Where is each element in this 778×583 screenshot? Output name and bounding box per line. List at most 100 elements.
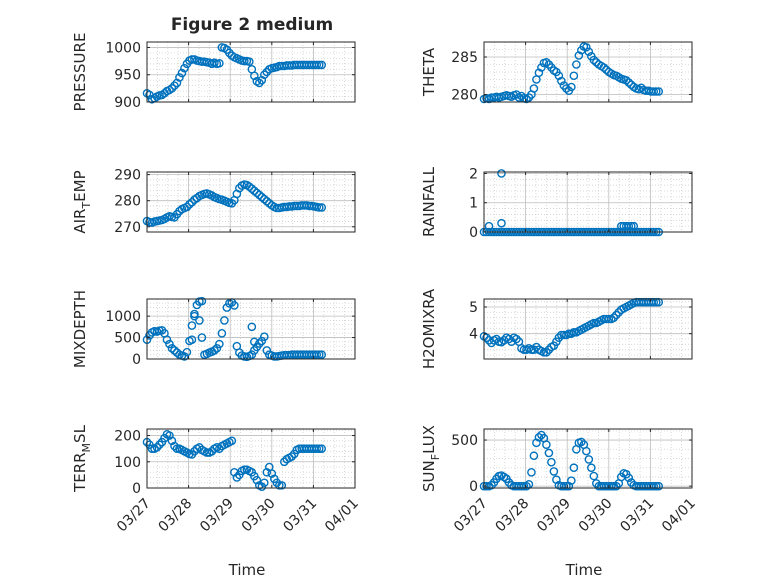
- y-axis-label: MIXDEPTH: [71, 290, 89, 368]
- subplot-theta: 280 285 THETA: [420, 41, 693, 104]
- data-point: [651, 87, 661, 96]
- data-point: [314, 350, 324, 360]
- data-point: [195, 316, 204, 325]
- data-point: [651, 481, 661, 491]
- x-tick-label: 03/28: [156, 496, 196, 536]
- data-point: [572, 60, 581, 69]
- axes-background: [484, 429, 692, 488]
- data-point: [180, 63, 189, 73]
- y-axis-label: THETA: [420, 47, 438, 97]
- data-point: [542, 348, 551, 357]
- data-points: [479, 297, 664, 357]
- data-point: [317, 444, 327, 453]
- data-point: [497, 337, 506, 347]
- data-point: [607, 481, 616, 491]
- data-point: [317, 60, 327, 70]
- y-tick-label: 0: [132, 352, 141, 368]
- data-point: [187, 321, 197, 330]
- data-point: [654, 87, 664, 96]
- x-tick-label: 03/27: [114, 496, 154, 536]
- data-point: [317, 350, 327, 360]
- data-point: [497, 169, 506, 178]
- data-point: [537, 63, 546, 72]
- y-tick-label: 280: [114, 194, 141, 210]
- data-point: [252, 188, 262, 198]
- x-tick-label: 03/31: [280, 496, 320, 536]
- data-points: [479, 42, 664, 104]
- y-tick-label: 280: [451, 88, 478, 104]
- data-point: [202, 448, 212, 457]
- y-axis-label: AIRTEMP: [71, 170, 93, 233]
- data-point: [287, 452, 297, 461]
- data-point: [314, 444, 324, 453]
- data-point: [152, 443, 162, 452]
- data-point: [549, 467, 559, 476]
- data-point: [542, 440, 551, 449]
- y-tick-label: 900: [114, 95, 141, 111]
- data-point: [624, 473, 634, 483]
- data-point: [250, 337, 259, 347]
- y-tick-label: 285: [451, 50, 478, 66]
- y-tick-label: 0: [132, 481, 141, 497]
- data-point: [185, 200, 194, 209]
- data-point: [569, 71, 579, 81]
- y-tick-label: 500: [114, 331, 141, 347]
- x-tick-label: 03/29: [534, 496, 574, 536]
- data-point: [247, 184, 257, 193]
- data-point: [257, 192, 267, 202]
- axes-box: [483, 428, 693, 489]
- x-tick-label: 04/01: [322, 496, 362, 536]
- data-point: [217, 328, 227, 338]
- data-point: [582, 446, 591, 456]
- data-points: [142, 429, 327, 491]
- x-tick-label: 03/28: [493, 496, 533, 536]
- data-point: [539, 348, 549, 357]
- data-point: [255, 190, 264, 200]
- axes-box: [483, 41, 693, 103]
- x-tick-label: 03/30: [576, 496, 616, 536]
- y-tick-label: 100: [114, 455, 141, 471]
- data-point: [574, 51, 584, 60]
- data-point: [542, 57, 551, 67]
- data-point: [225, 48, 234, 58]
- data-point: [190, 311, 199, 321]
- data-point: [260, 332, 269, 342]
- data-point: [170, 441, 179, 451]
- data-point: [621, 75, 631, 85]
- data-point: [197, 296, 207, 306]
- data-point: [599, 63, 609, 72]
- y-tick-label: 1: [469, 196, 478, 212]
- data-point: [165, 339, 174, 349]
- data-point: [260, 194, 269, 204]
- data-point: [277, 481, 287, 490]
- data-point: [177, 68, 187, 78]
- data-points: [142, 296, 327, 362]
- axes-box: [146, 298, 356, 360]
- axes-box: [146, 41, 356, 103]
- subplot-terr-msl: 0 100 200 TERRMSL 03/27 03/28 03/29 03/30 03/31 0…: [71, 424, 362, 579]
- data-point: [250, 186, 259, 196]
- subplot-rainfall: 0 1 2 RAINFALL: [420, 166, 693, 241]
- y-tick-label: 290: [114, 168, 141, 184]
- data-point: [245, 57, 254, 66]
- y-axis-label: RAINFALL: [420, 166, 438, 237]
- data-point: [567, 476, 576, 485]
- data-point: [587, 463, 596, 473]
- data-point: [562, 84, 571, 93]
- subplot-sun-flux: 0 500 SUNFLUX 03/27 03/28 03/29 03/30 03/31 04/0…: [420, 425, 699, 579]
- y-axis-label: PRESSURE: [71, 33, 89, 112]
- x-axis-label: Time: [565, 561, 603, 579]
- subplot-h2omixra: 4 5 H2OMIXRA: [420, 288, 693, 369]
- data-point: [589, 471, 599, 481]
- data-point: [562, 481, 571, 491]
- y-tick-label: 2: [469, 166, 478, 182]
- axes-box: [483, 171, 693, 233]
- data-point: [557, 76, 566, 86]
- data-point: [170, 346, 179, 355]
- data-point: [260, 70, 269, 80]
- data-point: [245, 182, 254, 191]
- x-tick-label: 03/29: [197, 496, 237, 536]
- data-point: [215, 58, 224, 68]
- data-point: [582, 42, 591, 52]
